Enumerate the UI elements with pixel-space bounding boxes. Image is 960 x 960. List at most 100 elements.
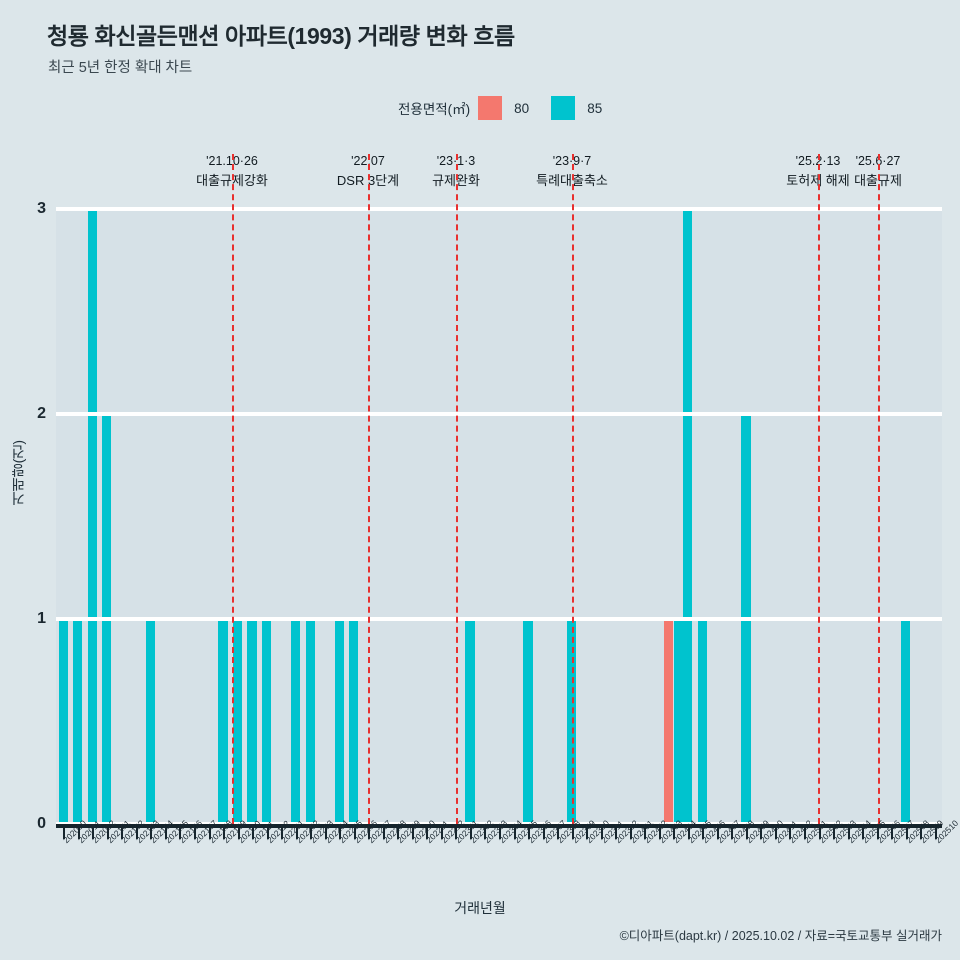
y-tick-label: 0 — [37, 815, 46, 832]
x-tick — [847, 828, 850, 839]
x-tick — [382, 828, 385, 839]
event-marker-line — [878, 154, 880, 824]
x-tick — [557, 828, 560, 839]
x-tick — [193, 828, 196, 839]
x-tick — [629, 828, 632, 839]
x-tick — [673, 828, 676, 839]
x-tick — [702, 828, 705, 839]
x-tick — [905, 828, 908, 839]
legend-swatch-85 — [551, 96, 576, 120]
y-tick-label: 3 — [37, 200, 46, 217]
x-tick — [208, 828, 211, 839]
x-tick — [789, 828, 792, 839]
x-tick — [731, 828, 734, 839]
x-tick — [411, 828, 414, 839]
event-date: '25.6·27 — [855, 154, 901, 168]
event-marker-line — [456, 154, 458, 824]
legend-label-85: 85 — [587, 100, 603, 116]
bar[interactable] — [567, 619, 577, 824]
x-tick — [586, 828, 589, 839]
bar[interactable] — [697, 619, 707, 824]
event-marker-line — [572, 154, 574, 824]
event-marker-line — [368, 154, 370, 824]
y-tick-label: 1 — [37, 610, 46, 627]
bar[interactable] — [262, 619, 272, 824]
bar[interactable] — [901, 619, 911, 824]
x-tick — [542, 828, 545, 839]
gridline — [56, 617, 942, 621]
legend-title: 전용면적(㎡) — [398, 102, 471, 117]
bar[interactable] — [673, 619, 683, 824]
x-tick — [644, 828, 647, 839]
x-tick — [164, 828, 167, 839]
bar[interactable] — [232, 619, 243, 824]
x-tick — [237, 828, 240, 839]
x-tick — [150, 828, 153, 839]
bar[interactable] — [305, 619, 315, 824]
x-axis — [56, 824, 942, 839]
x-tick — [339, 828, 342, 839]
bar[interactable] — [465, 619, 475, 824]
bar[interactable] — [87, 209, 97, 824]
x-tick — [876, 828, 879, 839]
legend-swatch-80 — [478, 96, 503, 120]
x-tick — [324, 828, 327, 839]
x-tick — [571, 828, 574, 839]
legend-item-80[interactable]: 80 — [478, 96, 529, 120]
x-tick — [92, 828, 95, 839]
x-tick — [397, 828, 400, 839]
bar[interactable] — [349, 619, 359, 824]
chart-subtitle: 최근 5년 한정 확대 차트 — [48, 60, 193, 76]
legend-label-80: 80 — [514, 100, 530, 116]
event-marker-line — [232, 154, 234, 824]
x-tick — [484, 828, 487, 839]
x-tick — [513, 828, 516, 839]
x-tick — [745, 828, 748, 839]
x-tick — [266, 828, 269, 839]
bar[interactable] — [58, 619, 68, 824]
x-tick — [499, 828, 501, 839]
gridline — [56, 207, 942, 211]
x-tick — [77, 828, 80, 839]
gridline — [56, 412, 942, 416]
bar[interactable] — [291, 619, 301, 824]
x-tick — [179, 828, 182, 839]
x-tick — [295, 828, 298, 839]
x-tick — [121, 828, 124, 839]
x-tick — [716, 828, 719, 839]
footer-credit: ©디아파트(dapt.kr) / 2025.10.02 / 자료=국토교통부 실… — [619, 929, 942, 943]
x-axis-title: 거래년월 — [454, 900, 506, 916]
bar[interactable] — [523, 619, 533, 824]
x-tick — [281, 828, 284, 839]
x-tick — [804, 828, 807, 839]
bar[interactable] — [73, 619, 83, 824]
annotation-layer: '21.10·26 대출규제강화 '22.07 DSR 3단계 '23·1·3 규제완화 '… — [0, 152, 960, 208]
bar[interactable] — [683, 209, 693, 824]
x-tick — [426, 828, 429, 839]
bar[interactable] — [663, 619, 673, 824]
x-tick — [774, 828, 777, 839]
x-tick — [252, 828, 255, 839]
x-tick — [760, 828, 763, 839]
x-tick — [455, 828, 458, 839]
bar[interactable] — [218, 619, 228, 824]
legend-item-85[interactable]: 85 — [551, 96, 602, 120]
x-tick — [687, 828, 690, 839]
bar[interactable] — [334, 619, 344, 824]
x-tick — [469, 828, 472, 839]
x-tick — [440, 828, 443, 839]
x-tick — [63, 828, 66, 839]
event-date: '23·9·7 — [552, 154, 592, 168]
x-tick — [353, 828, 356, 839]
x-axis-labels: 202010 202011 202012 202101 202102 202103 2021… — [0, 818, 960, 898]
x-tick — [310, 828, 313, 839]
bars-layer — [56, 209, 942, 824]
bar[interactable] — [145, 619, 155, 824]
chart-legend: 전용면적(㎡) 80 85 — [398, 96, 624, 120]
x-tick — [934, 828, 937, 839]
plot-area — [56, 154, 942, 826]
x-tick — [368, 828, 371, 839]
page-title: 청룡 화신골든맨션 아파트(1993) 거래량 변화 흐름 — [47, 23, 515, 49]
bar[interactable] — [247, 619, 257, 824]
